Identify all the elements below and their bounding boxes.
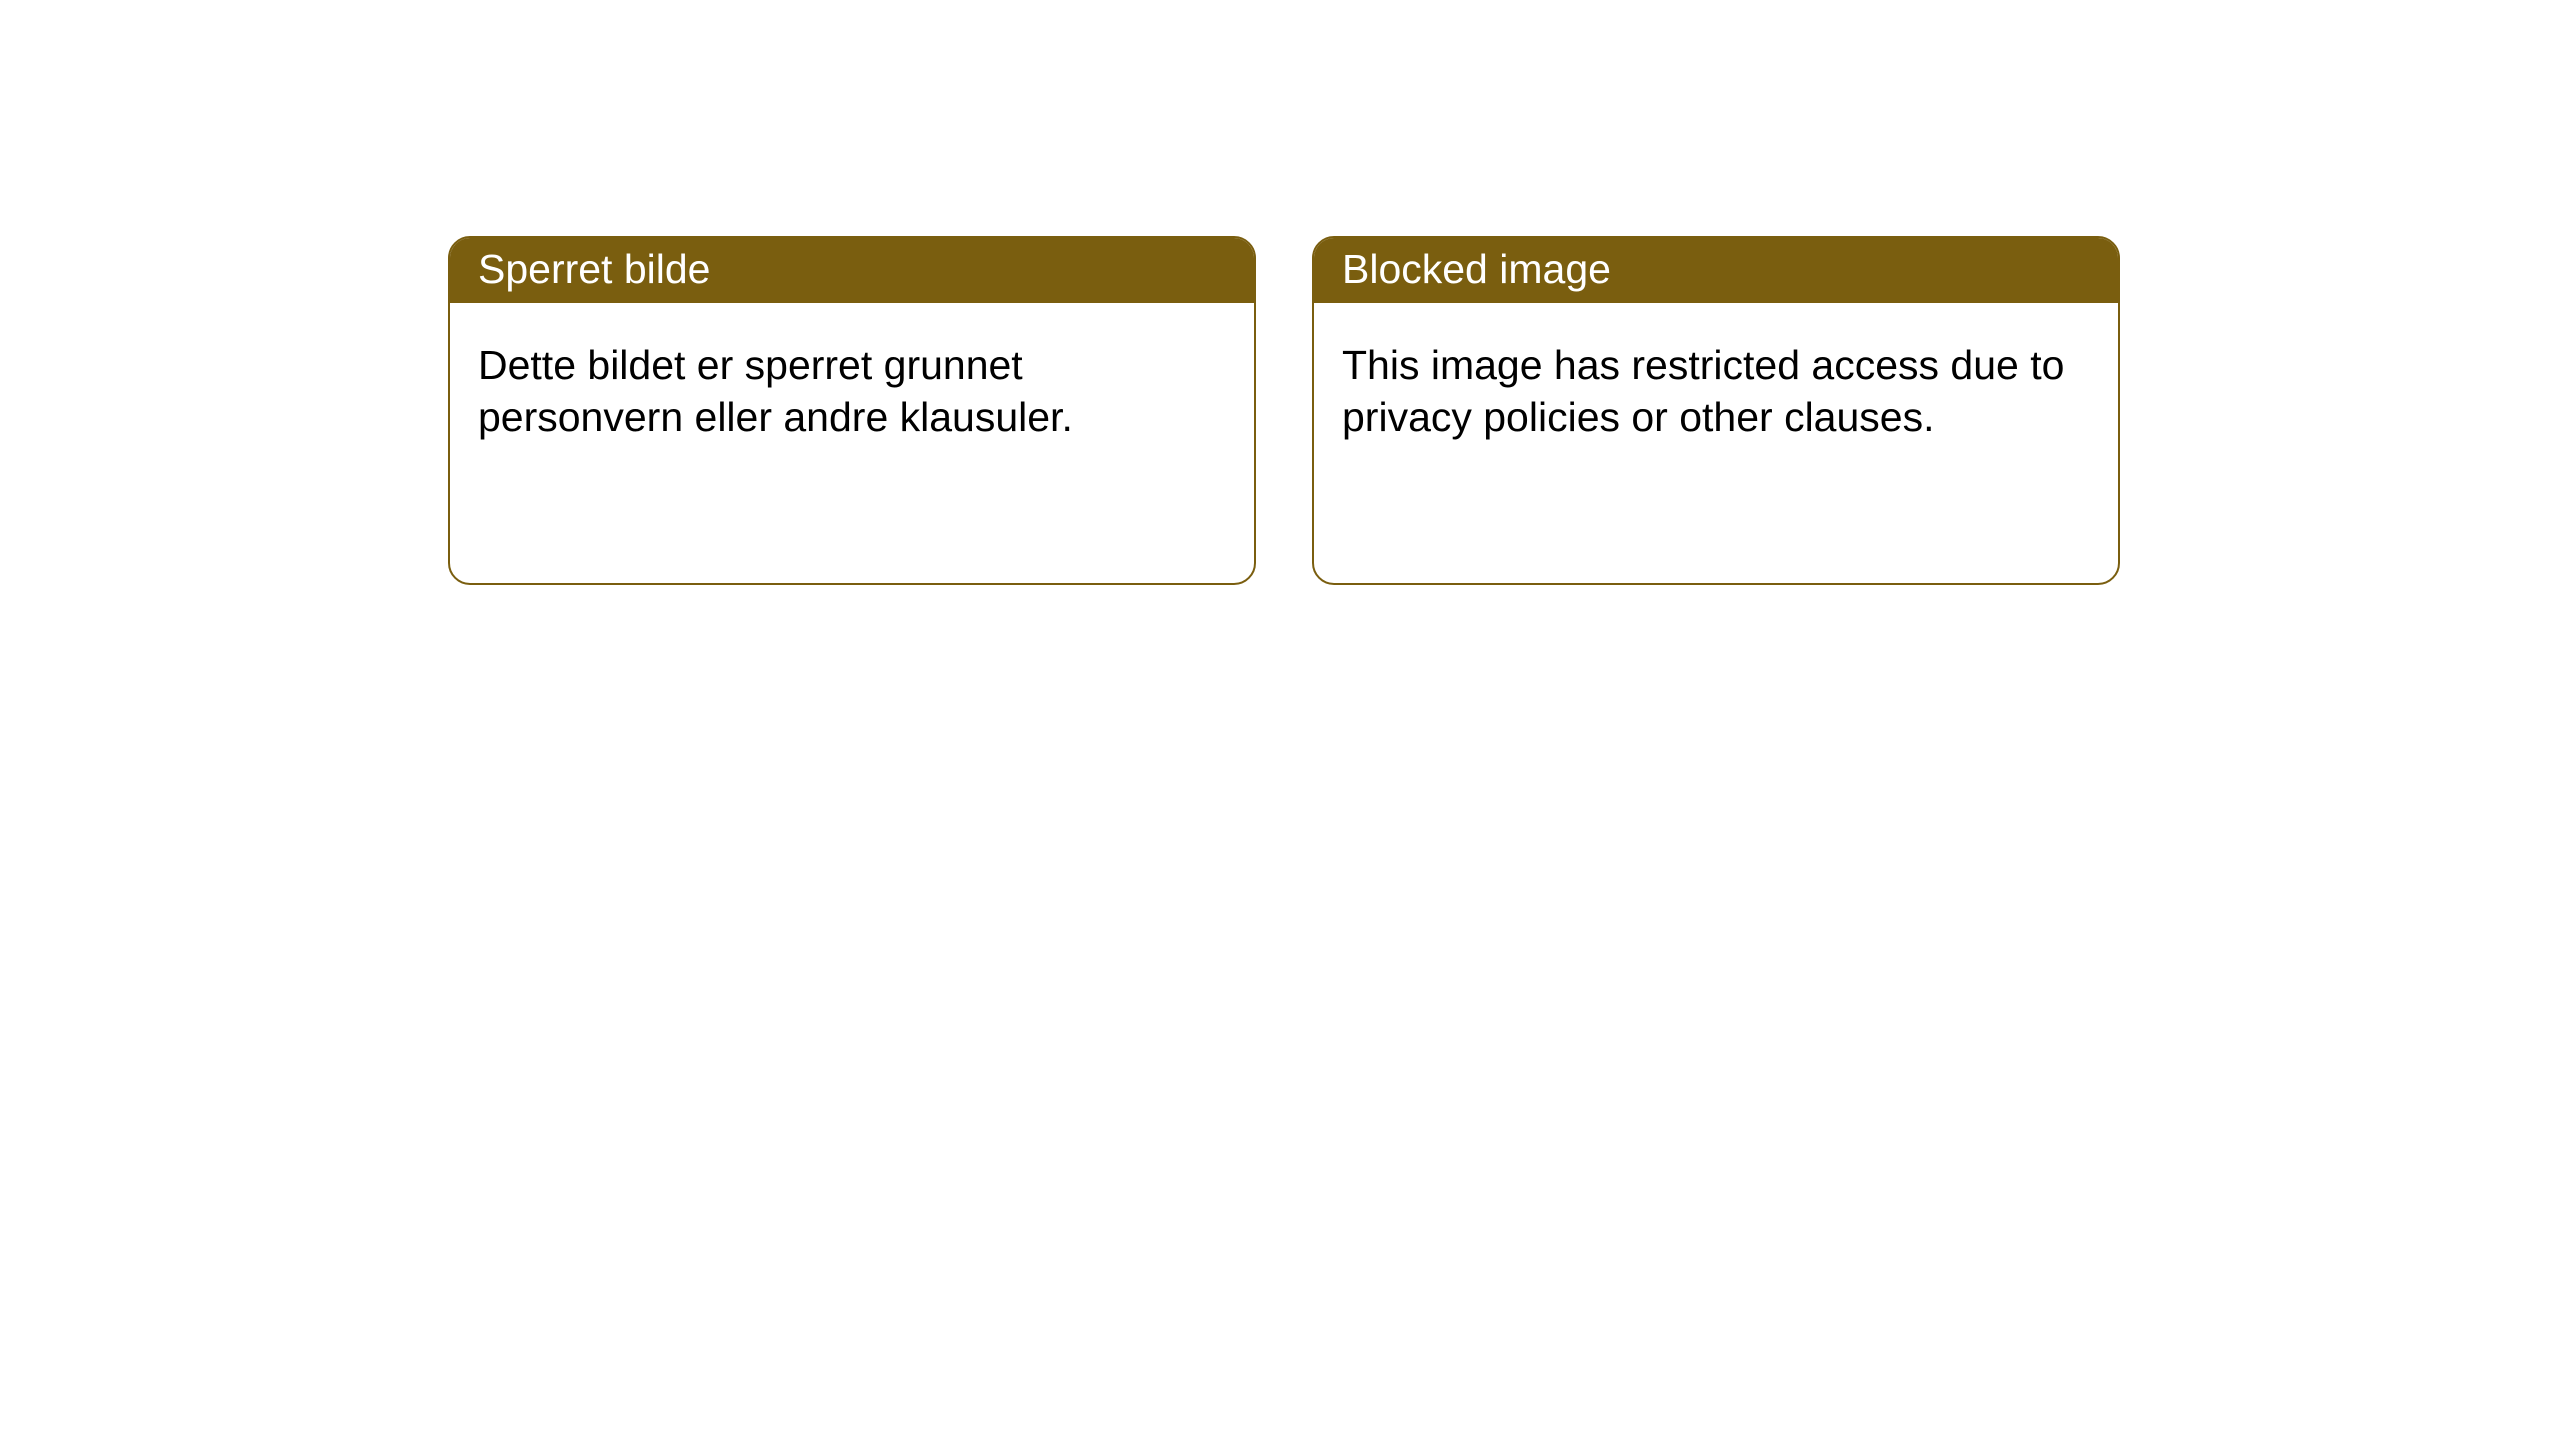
notice-card-body: Dette bildet er sperret grunnet personve… (450, 303, 1254, 583)
notice-card-english: Blocked image This image has restricted … (1312, 236, 2120, 585)
notice-card-body: This image has restricted access due to … (1314, 303, 2118, 583)
notice-card-title: Blocked image (1314, 238, 2118, 303)
notice-container: Sperret bilde Dette bildet er sperret gr… (0, 0, 2560, 585)
notice-card-norwegian: Sperret bilde Dette bildet er sperret gr… (448, 236, 1256, 585)
notice-card-title: Sperret bilde (450, 238, 1254, 303)
